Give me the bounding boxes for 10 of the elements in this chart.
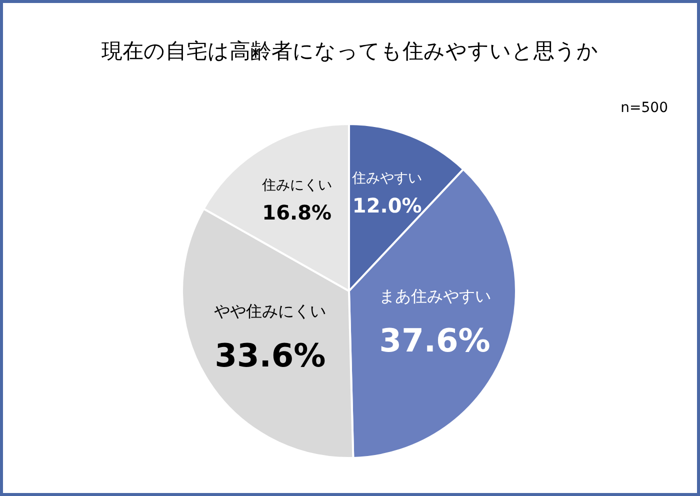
slice-label: 住みにくい: [260, 178, 332, 194]
data-label: 16.8%: [262, 200, 332, 225]
chart-title: 現在の自宅は高齢者になっても住みやすいと思うか: [102, 39, 598, 63]
data-label: 37.6%: [379, 322, 490, 360]
slice-label: やや住みにくい: [214, 301, 326, 320]
data-label: 12.0%: [352, 194, 422, 218]
slice-label: まあ住みやすい: [378, 286, 491, 306]
slice-label: 住みやすい: [351, 170, 422, 187]
text: n=500: [620, 100, 668, 116]
data-label: 33.6%: [214, 336, 326, 374]
